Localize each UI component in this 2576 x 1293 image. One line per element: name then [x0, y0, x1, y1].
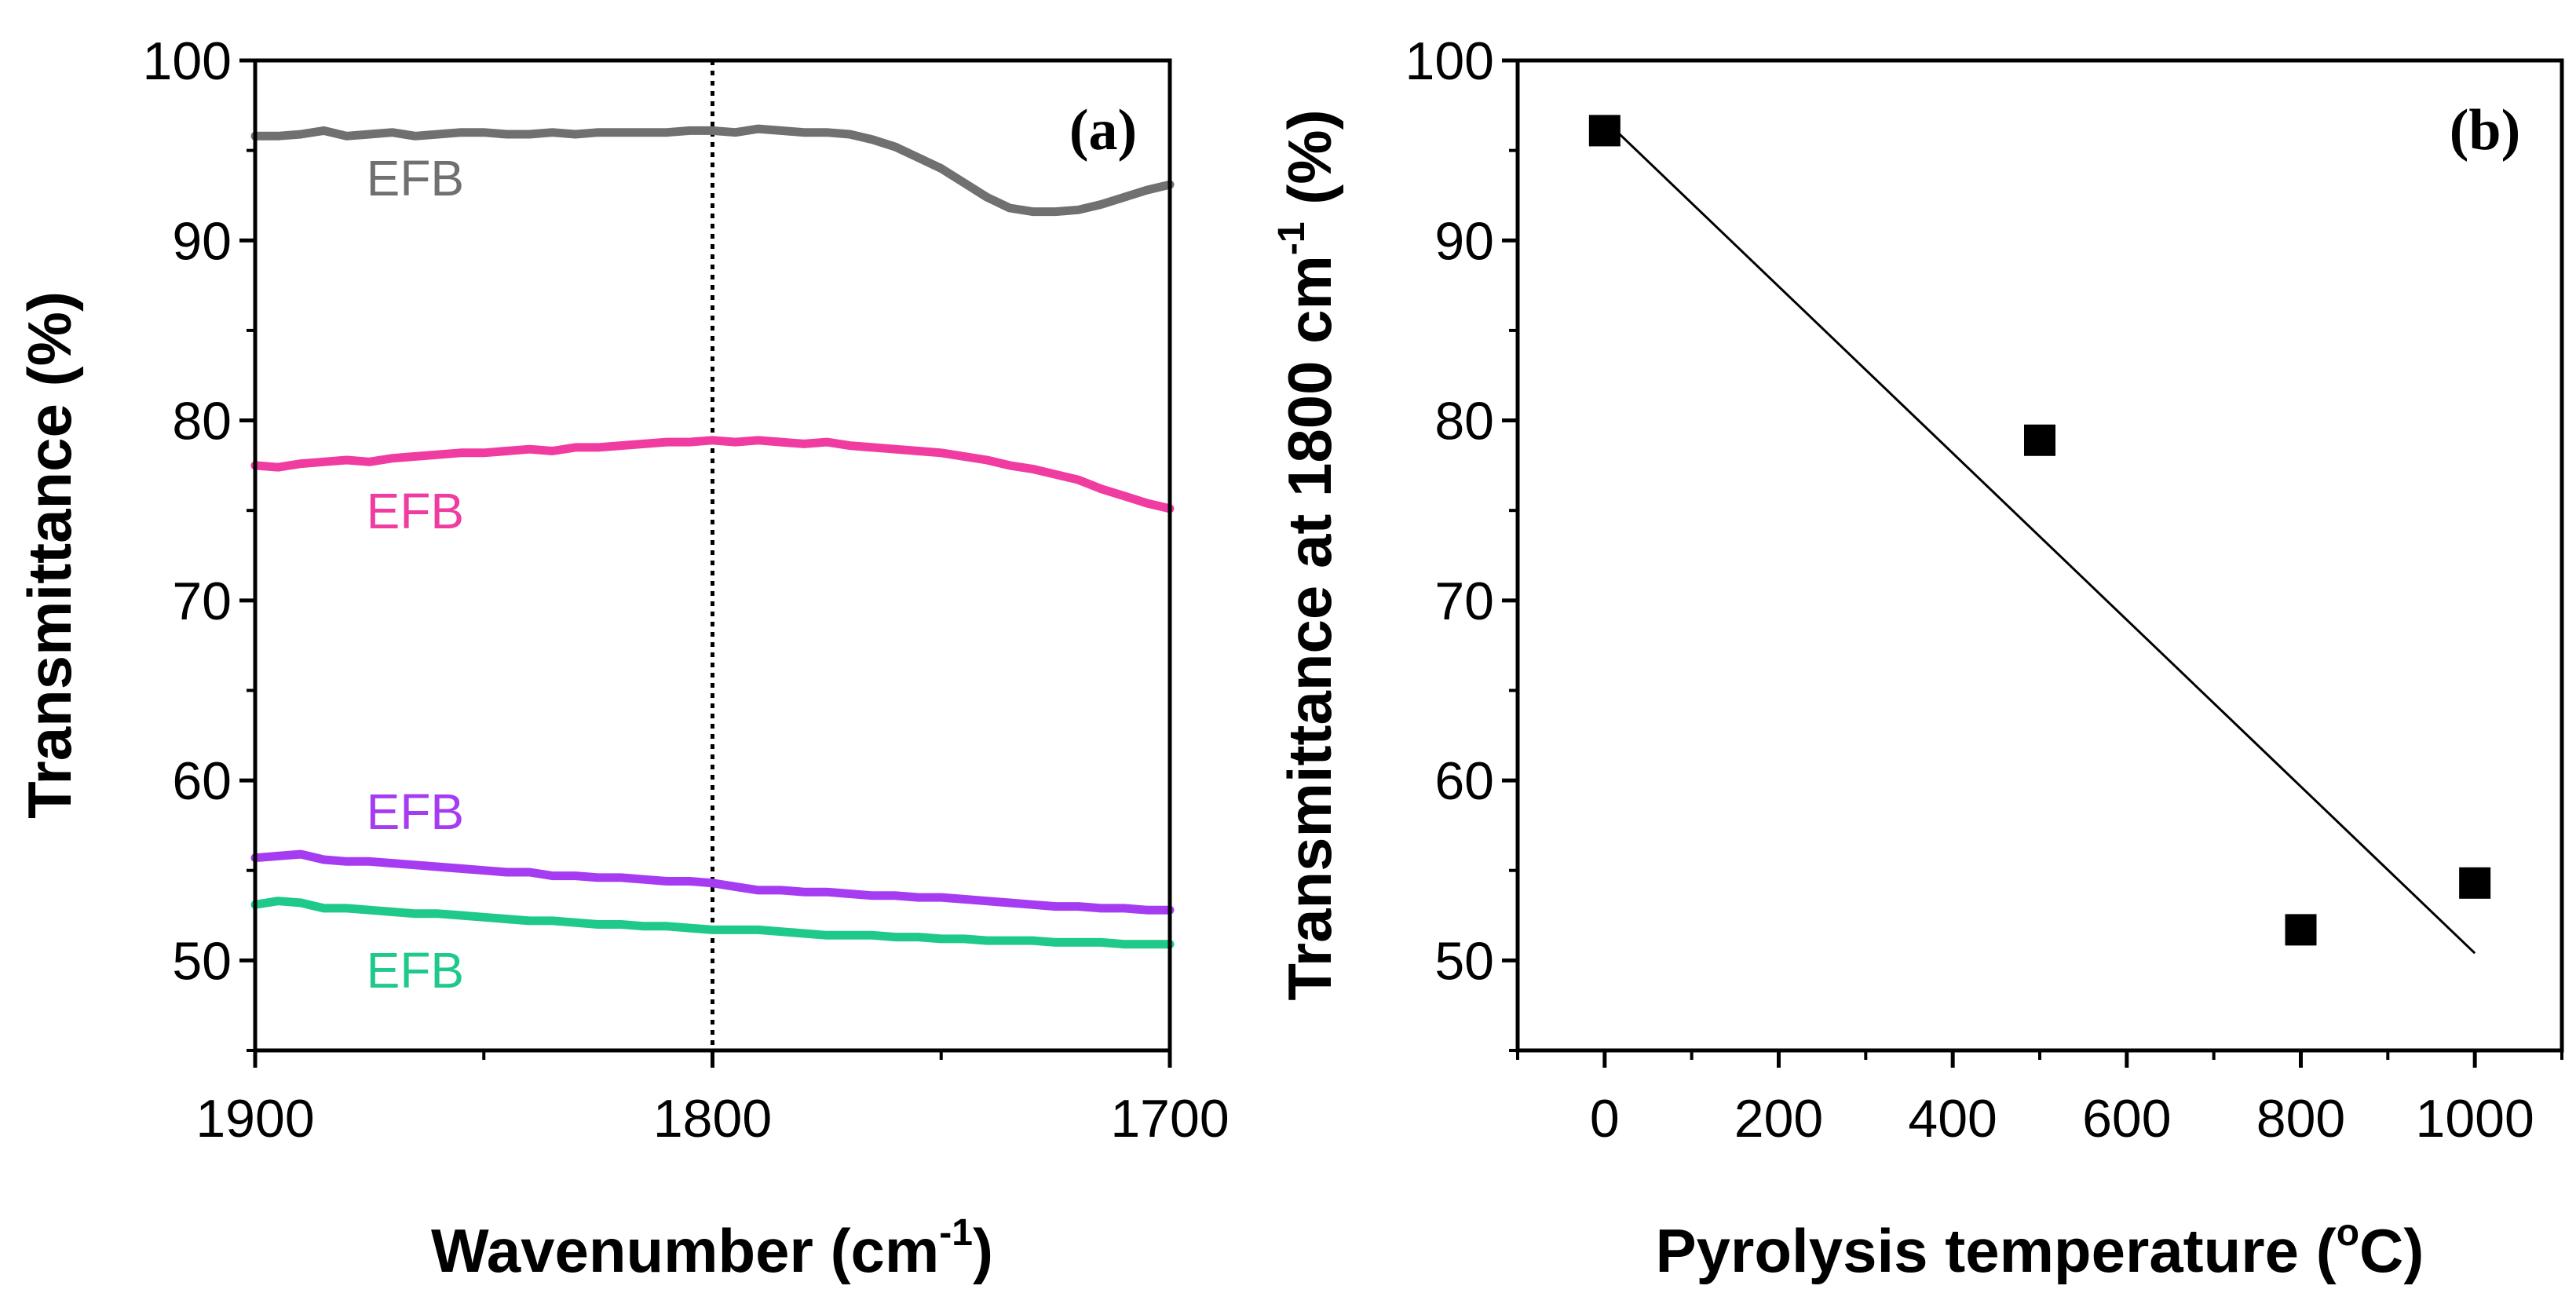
panel-a-x-title-main: Wavenumber (cm — [431, 1216, 939, 1285]
a-x-tick-label-1900: 1900 — [195, 1089, 314, 1149]
b-y-tick-label-100: 100 — [1405, 31, 1494, 91]
a-y-tick-label-60: 60 — [172, 751, 232, 811]
panel-b-y-title-end: (%) — [1275, 109, 1344, 221]
panel-b-frame — [1515, 58, 2564, 1053]
b-y-tick-label-80: 80 — [1434, 392, 1494, 451]
data-point-1000 — [2459, 867, 2491, 899]
a-y-tick-label-70: 70 — [172, 572, 232, 631]
b-y-tick-label-70: 70 — [1434, 572, 1494, 631]
linear-fit-line — [1603, 119, 2476, 955]
data-point-500 — [2024, 424, 2055, 456]
b-x-tick-label-0: 0 — [1590, 1089, 1620, 1149]
b-x-tick-label-800: 800 — [2256, 1089, 2345, 1149]
b-x-tick-label-1000: 1000 — [2416, 1089, 2534, 1149]
panel-b-y-axis-title: Transmittance at 1800 cm-1 (%) — [1271, 109, 1344, 1000]
b-x-tick-label-400: 400 — [1908, 1089, 1997, 1149]
spectrum-line-1 — [250, 124, 1175, 217]
data-point-800 — [2285, 914, 2317, 946]
data-point-0 — [1588, 115, 1621, 147]
panel-a-x-title-end: ) — [973, 1216, 993, 1285]
panel-a-axes: 50 60 70 80 90 100 1900 1800 1700 — [143, 31, 1230, 1149]
panel-b-plot-area — [1588, 115, 2491, 955]
b-x-tick-label-600: 600 — [2082, 1089, 2171, 1149]
panel-b-x-title-main: Pyrolysis temperature ( — [1656, 1216, 2337, 1285]
panel-b-label: (b) — [2450, 98, 2520, 163]
a-y-tick-label-100: 100 — [143, 31, 232, 91]
a-y-tick-label-90: 90 — [172, 211, 232, 271]
spectrum-line-4 — [250, 897, 1175, 949]
panel-a-plot-area: EFB EFB EFB EFB — [250, 60, 1175, 1050]
a-y-tick-label-80: 80 — [172, 392, 232, 451]
b-y-tick-label-50: 50 — [1434, 931, 1494, 991]
series-label-2: EFB — [367, 483, 464, 539]
b-x-tick-label-200: 200 — [1734, 1089, 1823, 1149]
panel-b-x-axis-title: Pyrolysis temperature (oC) — [1656, 1212, 2424, 1285]
panel-b-x-title-end: C) — [2359, 1216, 2424, 1285]
series-label-1: EFB — [367, 150, 464, 206]
series-label-4: EFB — [367, 942, 464, 999]
b-y-tick-label-60: 60 — [1434, 751, 1494, 811]
spectrum-line-2 — [250, 436, 1175, 513]
panel-a-x-title-sup: -1 — [939, 1212, 973, 1254]
a-x-tick-label-1700: 1700 — [1110, 1089, 1229, 1149]
b-y-tick-label-90: 90 — [1434, 211, 1494, 271]
spectrum-line-3 — [250, 849, 1175, 915]
panel-a-label: (a) — [1069, 98, 1137, 163]
panel-b-x-title-sup: o — [2337, 1212, 2359, 1254]
panel-a-y-axis-title: Transmittance (%) — [15, 291, 84, 819]
a-x-tick-label-1800: 1800 — [653, 1089, 772, 1149]
panel-a-x-axis-title: Wavenumber (cm-1) — [431, 1212, 993, 1285]
series-label-3: EFB — [367, 783, 464, 840]
panel-b-y-title-sup: -1 — [1271, 221, 1313, 255]
panel-a-spectra-chart: EFB EFB EFB EFB 50 60 70 80 90 100 1900 1800 1700 (… — [15, 31, 1230, 1285]
panel-b-y-title-main: Transmittance at 1800 cm — [1275, 255, 1344, 1000]
a-y-tick-label-50: 50 — [172, 931, 232, 991]
